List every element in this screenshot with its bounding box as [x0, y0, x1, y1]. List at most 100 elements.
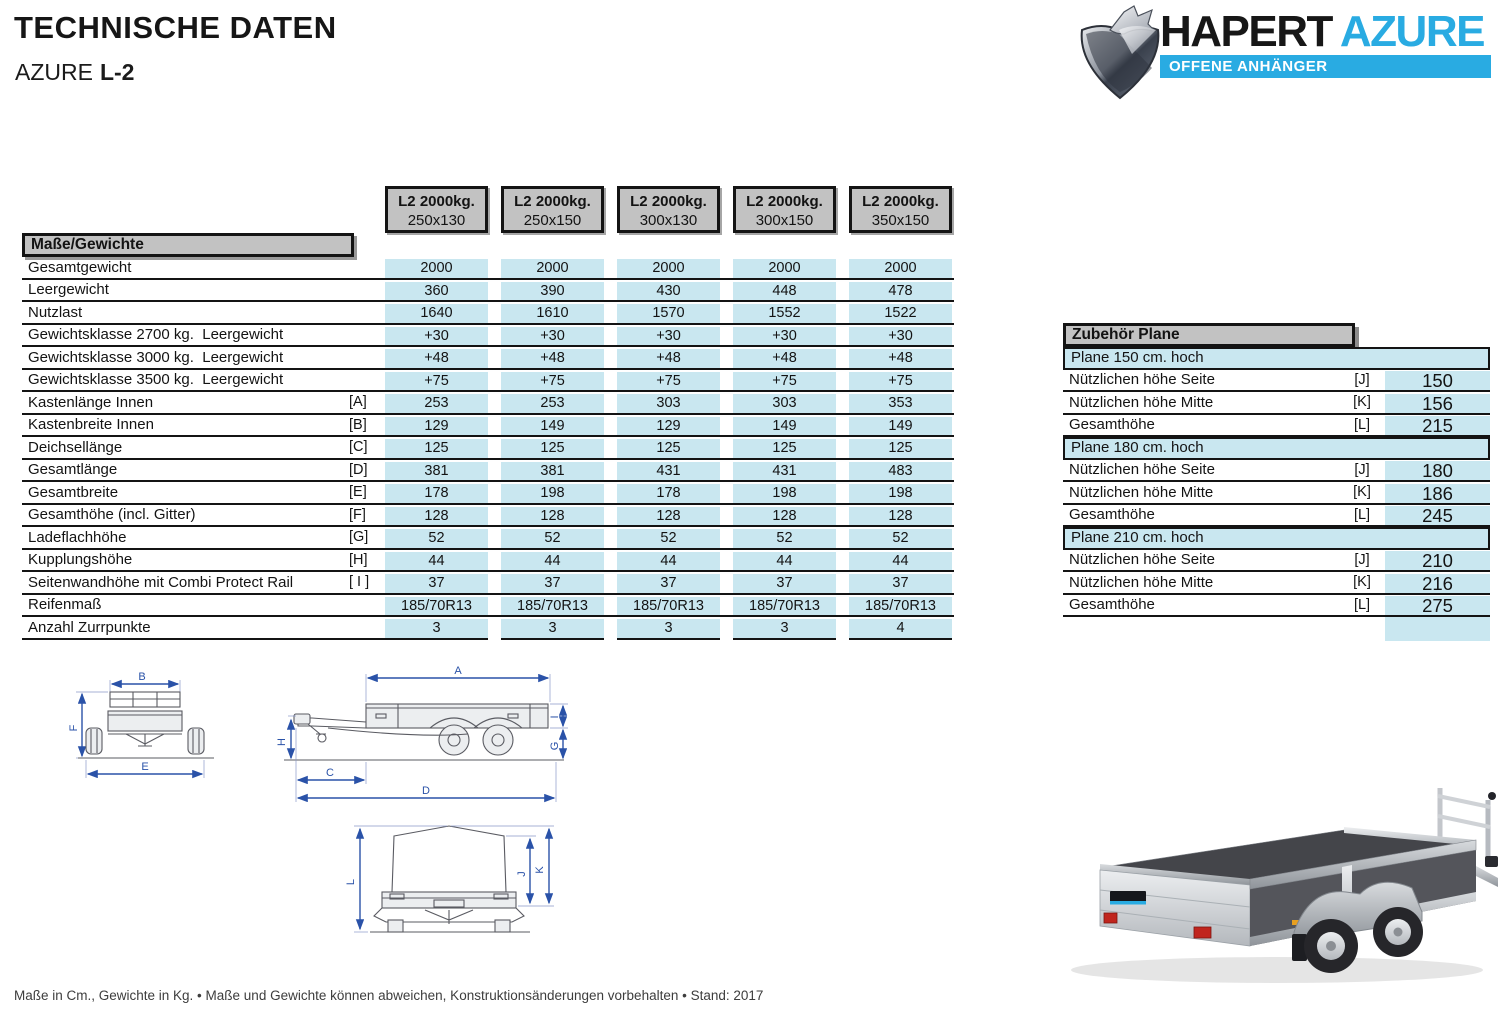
- value: 178: [385, 484, 488, 503]
- value-cell: 125: [501, 437, 604, 458]
- plane-section-header: Plane 210 cm. hoch: [1063, 527, 1490, 550]
- value-cell: 128: [385, 505, 488, 525]
- value: 483: [849, 461, 952, 480]
- value: 3: [733, 619, 836, 638]
- value: 2000: [733, 259, 836, 278]
- value-cell: 390: [501, 280, 604, 300]
- value: 44: [733, 551, 836, 570]
- value: 198: [733, 484, 836, 503]
- value: 185/70R13: [385, 596, 488, 615]
- model-series: AZURE: [15, 59, 93, 85]
- table-row: Gewichtsklasse 2700 kg. Leergewicht +30 +3…: [22, 325, 954, 347]
- column-gap: [720, 460, 733, 481]
- value: 1570: [617, 304, 720, 323]
- column-gap: [604, 415, 617, 436]
- value-cell: 2000: [501, 257, 604, 278]
- value-cell: 4: [849, 617, 952, 640]
- row-label-cell: Leergewicht: [22, 280, 385, 301]
- plane-section-header: Plane 150 cm. hoch: [1063, 347, 1490, 370]
- value: 198: [501, 484, 604, 503]
- column-gap: [836, 325, 849, 346]
- value: 210: [1385, 551, 1490, 570]
- column-gap: [836, 415, 849, 436]
- logo-product-text: AZURE: [1339, 7, 1486, 56]
- value: 37: [849, 574, 952, 593]
- logo-tagline: OFFENE ANHÄNGER: [1160, 55, 1491, 78]
- accessory-section-header: Zubehör Plane: [1063, 323, 1355, 347]
- plane-section-header: Plane 180 cm. hoch: [1063, 437, 1490, 460]
- value: 129: [385, 416, 488, 435]
- dimension-key: [D]: [349, 461, 368, 478]
- value-cell: 448: [733, 280, 836, 300]
- row-label: Gewichtsklasse 3000 kg. Leergewicht: [28, 348, 284, 366]
- value: +75: [617, 371, 720, 390]
- row-label-cell: Reifenmaß: [22, 595, 385, 616]
- table-row: Ladeflachhöhe [G] 52 52 52 52 52: [22, 527, 954, 550]
- value: 37: [733, 574, 836, 593]
- column-gap: [488, 302, 501, 323]
- column-headers: L2 2000kg. 250x130 L2 2000kg. 250x150 L2 200…: [385, 186, 954, 233]
- value-cell: 360: [385, 280, 488, 300]
- value-cell: 180: [1385, 460, 1490, 480]
- dimension-key: [C]: [349, 439, 368, 456]
- column-gap: [836, 302, 849, 323]
- value-cell: +30: [385, 325, 488, 345]
- value: 150: [1385, 371, 1490, 390]
- column-gap: [720, 280, 733, 301]
- value: 3: [385, 619, 488, 638]
- dim-label-a: A: [454, 665, 462, 677]
- value-cell: 52: [385, 527, 488, 548]
- value: +30: [849, 326, 952, 345]
- value: 149: [501, 416, 604, 435]
- column-gap: [604, 527, 617, 548]
- row-label-cell: Gewichtsklasse 3500 kg. Leergewicht: [22, 370, 385, 391]
- value: 44: [849, 551, 952, 570]
- value-cell: +30: [849, 325, 952, 345]
- value: +30: [501, 326, 604, 345]
- value: +48: [501, 349, 604, 368]
- value-cell: 478: [849, 280, 952, 300]
- page-subtitle: AZURE L-2: [15, 59, 134, 86]
- row-label: Gesamthöhe: [1069, 596, 1155, 614]
- value: +48: [617, 349, 720, 368]
- column-gap: [836, 550, 849, 571]
- value-cell: 245: [1385, 505, 1490, 525]
- value-cell: 125: [849, 437, 952, 458]
- value: 44: [617, 551, 720, 570]
- value: 128: [849, 506, 952, 525]
- row-label: Reifenmaß: [28, 596, 102, 614]
- accessory-table-body: Plane 150 cm. hoch Nützlichen höhe Seite[…: [1063, 347, 1490, 617]
- value-cell: +75: [385, 370, 488, 390]
- table-row: Seitenwandhöhe mit Combi Protect Rail [ I…: [22, 572, 954, 595]
- column-gap: [488, 482, 501, 503]
- value-cell: 215: [1385, 415, 1490, 435]
- value: +75: [733, 371, 836, 390]
- dimension-key: [L]: [1353, 596, 1371, 613]
- value: 44: [501, 551, 604, 570]
- value: +75: [385, 371, 488, 390]
- column-gap: [488, 415, 501, 436]
- rear-view-tarp-drawing: L J K: [345, 825, 554, 933]
- value-cell: 129: [385, 415, 488, 435]
- value-cell: 381: [501, 460, 604, 480]
- value: 275: [1385, 596, 1490, 615]
- dimensions-weights-table: L2 2000kg. 250x130 L2 2000kg. 250x150 L2 200…: [22, 186, 954, 640]
- table-row: Nützlichen höhe Seite [J] 210: [1063, 550, 1490, 572]
- table-row: Gesamtgewicht 2000 2000 2000 2000 2000: [22, 257, 954, 280]
- value: 128: [501, 506, 604, 525]
- value-cell: 1522: [849, 302, 952, 323]
- value-cell: 431: [617, 460, 720, 480]
- column-gap: [720, 505, 733, 526]
- table-row: Gewichtsklasse 3500 kg. Leergewicht +75 +7…: [22, 370, 954, 392]
- value-cell: +75: [501, 370, 604, 390]
- value-cell: 128: [617, 505, 720, 525]
- row-label: Gesamthöhe: [1069, 506, 1155, 524]
- value-cell: 44: [617, 550, 720, 570]
- dimension-key: [B]: [349, 416, 367, 433]
- column-gap: [604, 370, 617, 391]
- value: 3: [501, 619, 604, 638]
- value-cell: 210: [1385, 550, 1490, 570]
- value: +48: [733, 349, 836, 368]
- value: 215: [1385, 416, 1490, 435]
- table-row: Reifenmaß 185/70R13 185/70R13 185/70R13 185/…: [22, 595, 954, 617]
